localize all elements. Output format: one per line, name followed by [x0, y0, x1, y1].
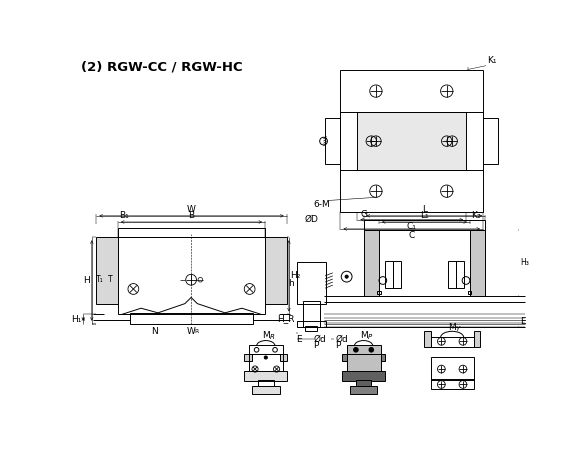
Text: H₃: H₃ [520, 258, 529, 267]
Text: M: M [360, 331, 367, 340]
Bar [424, 331, 431, 347]
Bar [325, 118, 340, 164]
Bar [363, 221, 485, 230]
Text: L₁: L₁ [420, 212, 429, 221]
Text: P: P [313, 341, 319, 350]
Text: ØD: ØD [304, 215, 318, 224]
Bar [96, 237, 118, 304]
Text: h: h [289, 279, 294, 288]
Bar [385, 261, 393, 288]
Bar [456, 261, 464, 288]
Text: K₂: K₂ [471, 212, 481, 221]
Text: P: P [335, 341, 340, 350]
Text: Ød: Ød [335, 335, 348, 344]
Text: M: M [262, 331, 269, 340]
Bar [296, 262, 326, 304]
Text: H₁: H₁ [70, 314, 81, 323]
Bar [356, 380, 372, 387]
Text: Ød: Ød [313, 335, 326, 344]
Text: W: W [187, 327, 195, 336]
Text: 6-M: 6-M [313, 200, 330, 209]
Text: B₁: B₁ [120, 211, 129, 220]
Bar [474, 331, 480, 347]
Bar [431, 337, 474, 347]
Bar [244, 371, 288, 382]
Bar [467, 290, 471, 295]
Bar [249, 345, 283, 354]
Text: P: P [367, 334, 372, 340]
Text: M: M [448, 323, 456, 332]
Bar [483, 118, 498, 164]
Bar [249, 354, 283, 372]
Text: R: R [269, 334, 275, 340]
Bar [252, 386, 279, 394]
Text: H: H [83, 276, 89, 285]
Text: Y: Y [456, 326, 460, 332]
Bar [244, 354, 252, 361]
Bar [296, 321, 326, 327]
Bar [363, 230, 379, 296]
Bar [470, 230, 485, 296]
Bar [130, 313, 254, 324]
Bar [431, 357, 474, 380]
Bar [342, 354, 350, 361]
Bar [393, 261, 400, 288]
Circle shape [353, 347, 358, 352]
Text: G: G [361, 210, 368, 219]
Bar [342, 371, 385, 382]
Bar [305, 326, 318, 331]
Bar [377, 354, 385, 361]
Text: H_R: H_R [277, 314, 294, 323]
Circle shape [369, 347, 373, 352]
Text: E: E [520, 317, 525, 326]
Text: C: C [409, 231, 415, 240]
Bar [448, 261, 456, 288]
Text: W: W [187, 204, 196, 213]
Bar [377, 290, 382, 295]
Text: K₁: K₁ [487, 56, 496, 65]
Bar [431, 379, 474, 389]
Bar [118, 237, 265, 314]
Bar [363, 230, 485, 296]
Text: T: T [108, 275, 113, 284]
Bar [279, 354, 288, 361]
Text: H₂: H₂ [291, 272, 301, 281]
Circle shape [345, 275, 348, 278]
Circle shape [264, 356, 267, 359]
Bar [357, 112, 466, 170]
Bar [303, 300, 320, 327]
Text: N: N [151, 327, 157, 336]
Text: T₁: T₁ [96, 275, 104, 284]
Text: E: E [296, 335, 302, 344]
Text: R: R [194, 329, 198, 334]
Bar [347, 354, 380, 372]
Bar [265, 237, 286, 304]
Bar [350, 386, 377, 394]
Bar [258, 380, 274, 387]
Bar [347, 345, 380, 354]
Text: B: B [188, 212, 194, 221]
Text: L: L [422, 204, 427, 213]
Bar [118, 228, 265, 237]
Text: (2) RGW-CC / RGW-HC: (2) RGW-CC / RGW-HC [81, 60, 242, 73]
Text: C₁: C₁ [407, 222, 417, 231]
Bar [340, 69, 483, 212]
